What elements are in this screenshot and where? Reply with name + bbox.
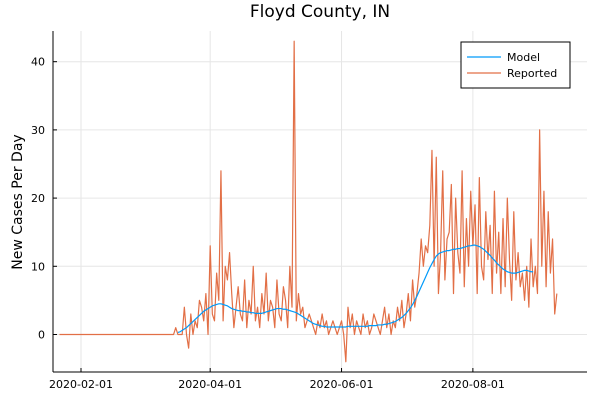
x-tick-label: 2020-08-01 xyxy=(441,378,505,391)
legend: Model Reported xyxy=(460,41,571,89)
y-tick-label: 10 xyxy=(31,260,45,273)
x-tick-label: 2020-04-01 xyxy=(178,378,242,391)
x-tick-label: 2020-02-01 xyxy=(49,378,113,391)
x-tick-label: 2020-06-01 xyxy=(310,378,374,391)
legend-label-model: Model xyxy=(507,51,540,64)
y-tick-label: 40 xyxy=(31,56,45,69)
chart-title: Floyd County, IN xyxy=(250,2,390,22)
y-tick-label: 20 xyxy=(31,192,45,205)
series-line-model xyxy=(177,244,534,334)
legend-box xyxy=(460,41,571,89)
tick-marks xyxy=(53,61,474,372)
y-tick-label: 0 xyxy=(38,328,45,341)
legend-label-reported: Reported xyxy=(507,67,557,80)
series-line-reported xyxy=(59,40,558,363)
series-layer xyxy=(59,40,558,363)
y-tick-label: 30 xyxy=(31,124,45,137)
y-axis-label: New Cases Per Day xyxy=(10,134,26,269)
